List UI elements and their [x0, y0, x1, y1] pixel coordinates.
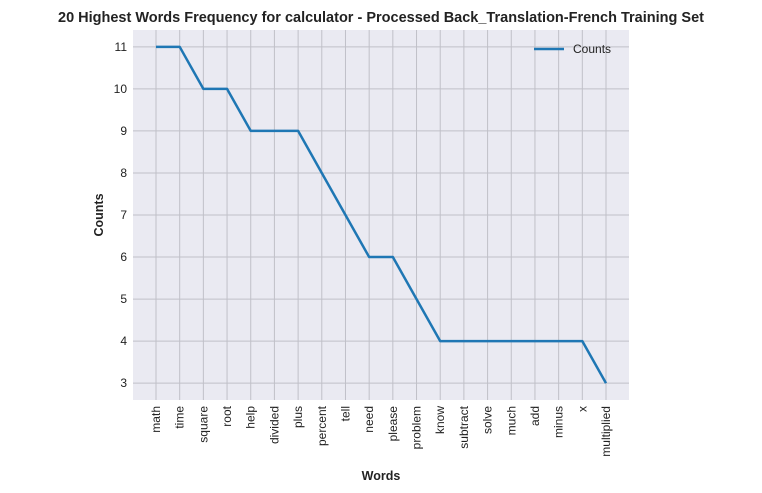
chart-title: 20 Highest Words Frequency for calculato… [58, 10, 704, 26]
x-tick-label: tell [338, 406, 352, 421]
x-tick-label: problem [410, 406, 424, 449]
x-tick-label: subtract [457, 405, 471, 448]
x-tick-label: x [575, 406, 589, 412]
x-tick-label: help [244, 406, 258, 429]
y-tick-label: 4 [120, 334, 127, 348]
x-tick-label: plus [291, 406, 305, 428]
x-tick-label: need [362, 406, 376, 433]
y-axis-label: Counts [92, 193, 106, 236]
y-tick-label: 9 [120, 124, 127, 138]
x-tick-label: much [504, 406, 518, 435]
x-axis-ticks: math time square root help divided plus percent… [149, 405, 613, 456]
legend-label: Counts [573, 42, 611, 56]
x-tick-label: know [433, 406, 447, 434]
y-tick-label: 11 [115, 40, 128, 54]
x-tick-label: add [528, 406, 542, 426]
x-tick-label: multiplied [599, 406, 613, 457]
y-tick-label: 8 [120, 166, 127, 180]
x-tick-label: percent [315, 405, 329, 446]
y-axis-ticks: 3 4 5 6 7 8 9 10 11 [114, 40, 128, 390]
y-tick-label: 6 [120, 250, 127, 264]
y-tick-label: 3 [120, 376, 127, 390]
x-tick-label: divided [267, 406, 281, 444]
legend: Counts [534, 42, 611, 56]
x-tick-label: minus [552, 406, 566, 438]
series-line [156, 45, 608, 384]
x-tick-label: solve [481, 406, 495, 434]
y-tick-label: 7 [120, 208, 127, 222]
grid-lines [133, 30, 629, 400]
series-layer [155, 45, 608, 384]
x-axis-label: Words [362, 469, 401, 483]
x-tick-label: square [196, 406, 210, 443]
y-tick-label: 5 [120, 292, 127, 306]
y-tick-label: 10 [114, 82, 128, 96]
x-tick-label: root [220, 405, 234, 426]
x-tick-label: math [149, 406, 163, 433]
x-tick-label: time [173, 406, 187, 429]
x-tick-label: please [386, 406, 400, 442]
